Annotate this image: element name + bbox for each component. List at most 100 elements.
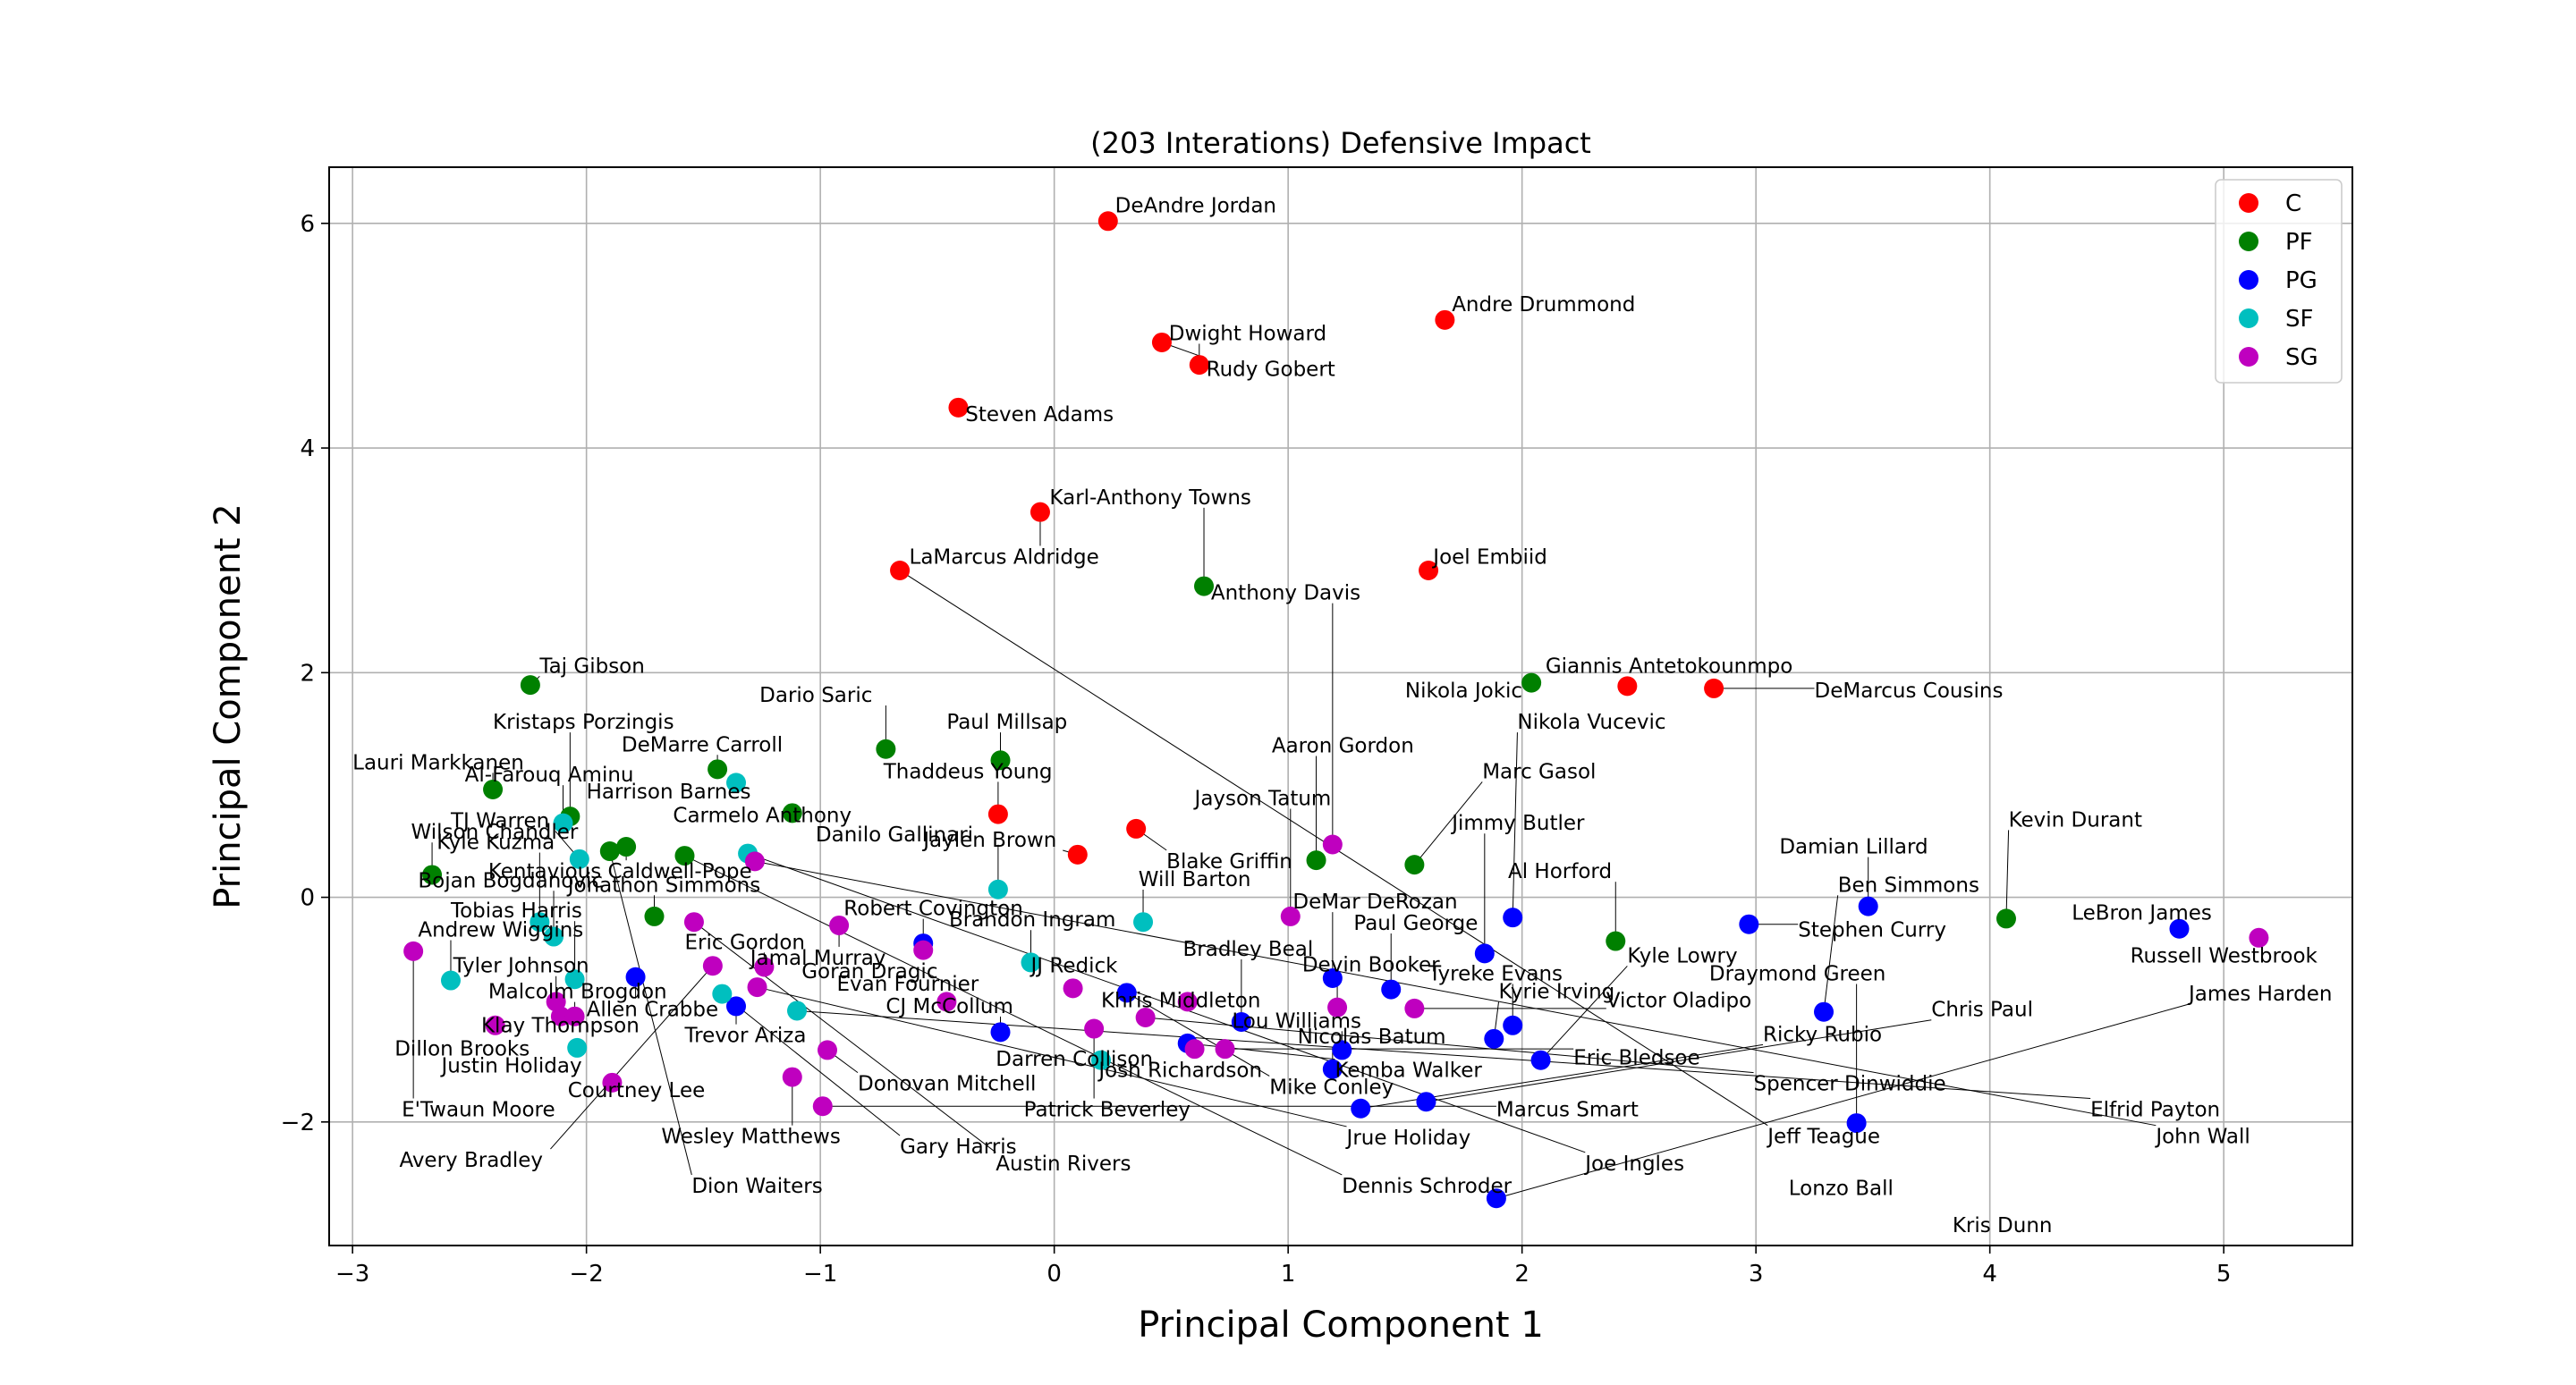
- data-point-pf: [674, 846, 695, 866]
- chart-legend: C PF PG SF SG: [2215, 179, 2343, 384]
- data-point-sg: [747, 977, 767, 998]
- point-label: Jaylen Brown: [921, 829, 1056, 852]
- legend-label-pf: PF: [2285, 229, 2313, 256]
- point-label: Aaron Gordon: [1272, 735, 1414, 758]
- point-label: Devin Booker: [1302, 953, 1440, 976]
- label-leader-line: [1823, 895, 1839, 1012]
- label-leader-line: [1187, 1043, 1335, 1060]
- point-label: Jonathon Simmons: [566, 874, 761, 897]
- data-point-sg: [702, 956, 723, 976]
- point-label: LaMarcus Aldridge: [910, 545, 1099, 569]
- label-leader-line: [1126, 992, 1270, 1077]
- data-point-sf: [1090, 1050, 1111, 1070]
- legend-marker-sf: [2239, 308, 2258, 328]
- data-point-sg: [936, 992, 957, 1012]
- point-label: Nicolas Batum: [1298, 1026, 1446, 1049]
- point-label: Taj Gibson: [538, 654, 644, 678]
- label-leader-line: [693, 921, 996, 1153]
- data-point-sf: [726, 773, 747, 793]
- point-label: Darren Collison: [996, 1048, 1153, 1071]
- point-label: Harrison Barnes: [587, 781, 751, 804]
- data-point-pg: [1858, 896, 1878, 916]
- point-label: Draymond Green: [1709, 963, 1886, 986]
- x-tick-label: −3: [335, 1261, 369, 1288]
- data-point-sg: [818, 1040, 838, 1060]
- point-label: Paul George: [1353, 912, 1478, 935]
- legend-label-pg: PG: [2285, 267, 2318, 294]
- data-point-c: [890, 560, 911, 580]
- data-point-sg: [564, 1006, 585, 1026]
- data-point-sf: [987, 879, 1008, 899]
- point-label: Kentavious Caldwell-Pope: [488, 860, 752, 883]
- point-label: Giannis Antetokounmpo: [1546, 654, 1793, 678]
- point-label: Kevin Durant: [2009, 808, 2142, 832]
- legend-marker-pf: [2239, 232, 2258, 251]
- point-label: Stephen Curry: [1798, 919, 1946, 942]
- point-label: Tobias Harris: [450, 899, 582, 923]
- x-axis-title: Principal Component 1: [1138, 1305, 1544, 1346]
- data-point-sf: [712, 984, 733, 1004]
- data-point-pg: [1814, 1001, 1835, 1022]
- y-tick-label: 2: [300, 660, 315, 687]
- data-point-c: [1617, 676, 1638, 697]
- label-layer: DeAndre Jordan Andre Drummond Dwight Howar…: [352, 194, 2332, 1237]
- point-label: Marcus Smart: [1496, 1099, 1639, 1122]
- point-label: Kyle Kuzma: [436, 832, 555, 855]
- label-leader-line: [722, 993, 901, 1136]
- data-point-sg: [403, 941, 424, 961]
- legend-label-sg: SG: [2285, 344, 2318, 371]
- point-label: Courtney Lee: [568, 1079, 706, 1102]
- data-point-pf: [1606, 931, 1626, 951]
- legend-label-c: C: [2285, 190, 2301, 217]
- label-leader-line: [1540, 966, 1628, 1061]
- data-point-sg: [683, 912, 704, 933]
- data-point-pg: [1484, 1028, 1504, 1049]
- legend-marker-pg: [2239, 270, 2258, 290]
- point-label: Jrue Holiday: [1345, 1127, 1471, 1150]
- data-point-pg: [1739, 914, 1759, 934]
- data-point-sg: [1063, 978, 1083, 999]
- data-point-pf: [1996, 908, 2016, 929]
- x-tick-label: 3: [1749, 1261, 1764, 1288]
- data-point-sg: [782, 1067, 802, 1087]
- point-label: Evan Fournier: [836, 973, 979, 996]
- point-label: DeAndre Jordan: [1115, 194, 1276, 217]
- data-point-sf: [564, 969, 585, 990]
- data-point-c: [1435, 309, 1455, 330]
- data-point-c: [948, 397, 969, 418]
- point-label: E'Twaun Moore: [402, 1099, 555, 1122]
- data-point-sg: [2249, 927, 2269, 948]
- point-label: DeMar DeRozan: [1292, 891, 1457, 914]
- point-label: Anthony Davis: [1211, 582, 1360, 605]
- point-label: Andre Drummond: [1452, 293, 1635, 317]
- point-label: Klay Thompson: [481, 1014, 640, 1037]
- data-point-sg: [1215, 1039, 1235, 1060]
- point-label: Bojan Bogdanovic: [418, 869, 603, 892]
- data-point-pf: [483, 779, 504, 799]
- point-label: Patrick Beverley: [1024, 1099, 1191, 1122]
- data-point-pg: [726, 996, 747, 1017]
- data-point-sg: [744, 851, 765, 872]
- data-point-c: [1419, 560, 1439, 580]
- point-label: Kyle Lowry: [1627, 944, 1737, 967]
- point-label: Malcolm Brogdon: [488, 981, 667, 1004]
- label-leader-line: [1426, 1019, 1932, 1102]
- point-label: Dennis Schroder: [1342, 1175, 1512, 1198]
- point-label: Andrew Wiggins: [418, 919, 583, 942]
- point-label: LeBron James: [2072, 902, 2212, 925]
- label-leader-line: [1512, 732, 1518, 918]
- x-tick-label: 4: [1982, 1261, 1997, 1288]
- data-point-pf: [644, 906, 665, 926]
- point-label: Eric Gordon: [684, 931, 805, 954]
- point-label: Mike Conley: [1269, 1076, 1394, 1099]
- point-label: Joe Ingles: [1583, 1153, 1684, 1176]
- data-point-sf: [787, 1001, 808, 1021]
- point-label: Austin Rivers: [996, 1153, 1131, 1176]
- point-label: Goran Dragic: [801, 960, 937, 984]
- data-point-sg: [1084, 1018, 1105, 1039]
- data-point-pf: [1521, 672, 1542, 693]
- point-label: Gary Harris: [900, 1136, 1017, 1159]
- point-label: Trevor Ariza: [683, 1025, 806, 1048]
- data-point-sg: [1135, 1007, 1156, 1027]
